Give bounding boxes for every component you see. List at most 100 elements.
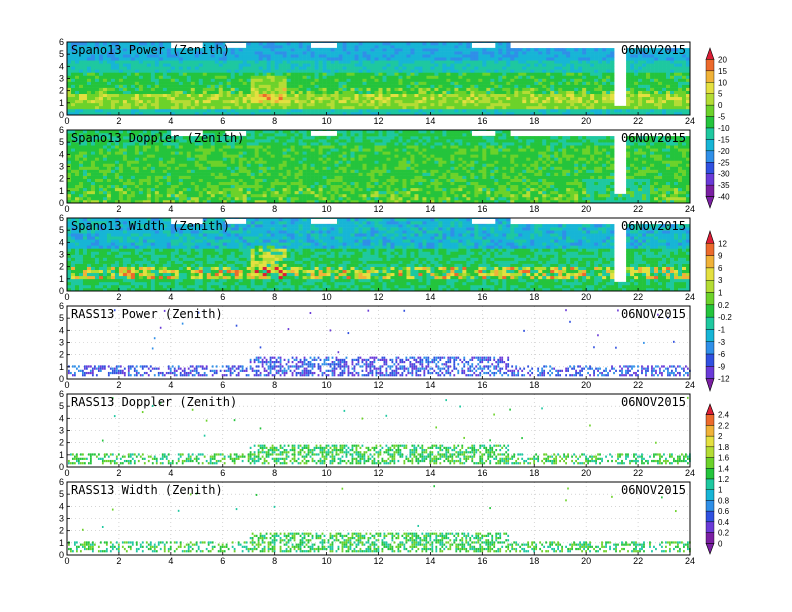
- heat-cell: [190, 48, 196, 52]
- heat-cell: [246, 166, 251, 170]
- heat-cell: [338, 93, 343, 98]
- heat-cell: [118, 199, 124, 204]
- heat-cell: [342, 60, 347, 64]
- heat-cell: [666, 75, 671, 79]
- heat-cell: [314, 99, 319, 104]
- heat-cell: [226, 108, 232, 113]
- heat-cell: [554, 66, 559, 70]
- heat-cell: [278, 151, 283, 155]
- heat-cell: [538, 102, 543, 107]
- heat-cell: [354, 90, 359, 95]
- heat-cell: [494, 45, 499, 49]
- heat-cell: [266, 93, 271, 98]
- heat-cell: [630, 87, 635, 91]
- heat-cell: [130, 160, 136, 164]
- heat-cell: [238, 184, 244, 189]
- heat-cell: [434, 57, 439, 61]
- heat-cell: [406, 45, 411, 49]
- heat-cell: [578, 57, 583, 61]
- heat-cell: [590, 99, 595, 104]
- heat-cell: [146, 93, 152, 98]
- heat-cell: [262, 69, 267, 73]
- heat-cell: [610, 66, 615, 70]
- heat-cell: [94, 190, 100, 195]
- heat-cell: [630, 108, 635, 113]
- heat-cell: [406, 42, 411, 46]
- heat-cell: [514, 51, 519, 55]
- heat-cell: [374, 84, 379, 88]
- heat-cell: [110, 75, 116, 79]
- heat-cell: [426, 105, 431, 110]
- heat-cell: [434, 54, 439, 58]
- heat-cell: [270, 75, 275, 79]
- heat-cell: [94, 63, 100, 67]
- heat-cell: [662, 63, 667, 67]
- heat-cell: [70, 151, 76, 155]
- heat-cell: [70, 175, 76, 179]
- heat-cell: [138, 57, 144, 61]
- heat-cell: [106, 145, 112, 149]
- heat-cell: [186, 72, 192, 76]
- heat-cell: [406, 99, 411, 104]
- heat-cell: [222, 160, 228, 164]
- heat-cell: [214, 42, 220, 46]
- heat-cell: [650, 102, 655, 107]
- heat-cell: [234, 142, 240, 146]
- heat-cell: [146, 105, 152, 110]
- heat-cell: [290, 42, 295, 46]
- heat-cell: [362, 72, 367, 76]
- heat-cell: [142, 81, 148, 85]
- heat-cell: [142, 78, 148, 82]
- heat-cell: [562, 78, 567, 82]
- heat-cell: [554, 57, 559, 61]
- heat-cell: [442, 69, 447, 73]
- heat-cell: [138, 81, 144, 85]
- heat-cell: [350, 63, 355, 67]
- heat-cell: [122, 108, 128, 113]
- heat-cell: [126, 175, 132, 179]
- heat-cell: [674, 108, 679, 113]
- heat-cell: [250, 193, 255, 198]
- heat-cell: [258, 151, 263, 155]
- heat-cell: [462, 48, 467, 52]
- heat-cell: [118, 48, 124, 52]
- heat-cell: [394, 99, 399, 104]
- heat-cell: [346, 72, 351, 76]
- heat-cell: [82, 51, 88, 55]
- heat-cell: [122, 81, 128, 85]
- heat-cell: [98, 160, 104, 164]
- heat-cell: [118, 166, 124, 170]
- heat-cell: [430, 87, 435, 91]
- heat-cell: [94, 96, 100, 101]
- heat-cell: [470, 57, 475, 61]
- heat-cell: [306, 63, 311, 67]
- heat-cell: [118, 187, 124, 192]
- heat-cell: [394, 75, 399, 79]
- heat-cell: [586, 75, 591, 79]
- heat-cell: [198, 102, 204, 107]
- heat-cell: [446, 99, 451, 104]
- x-tick-label: 2: [116, 116, 121, 126]
- heat-cell: [78, 166, 84, 170]
- heat-cell: [282, 93, 287, 98]
- heat-cell: [94, 102, 100, 107]
- heat-cell: [186, 48, 192, 52]
- heat-cell: [406, 51, 411, 55]
- heat-cell: [70, 60, 76, 64]
- heat-cell: [510, 102, 515, 107]
- heat-cell: [198, 172, 204, 176]
- heat-cell: [158, 130, 164, 134]
- heat-cell: [206, 87, 212, 91]
- heat-cell: [178, 84, 184, 88]
- heat-cell: [554, 78, 559, 82]
- y-tick-label: 5: [59, 49, 64, 59]
- heat-cell: [358, 84, 363, 88]
- heat-cell: [422, 105, 427, 110]
- heat-cell: [114, 66, 120, 70]
- heat-cell: [166, 75, 172, 79]
- heat-cell: [662, 102, 667, 107]
- heat-cell: [530, 84, 535, 88]
- heat-cell: [654, 87, 659, 91]
- heat-cell: [198, 169, 204, 173]
- heat-cell: [294, 48, 299, 52]
